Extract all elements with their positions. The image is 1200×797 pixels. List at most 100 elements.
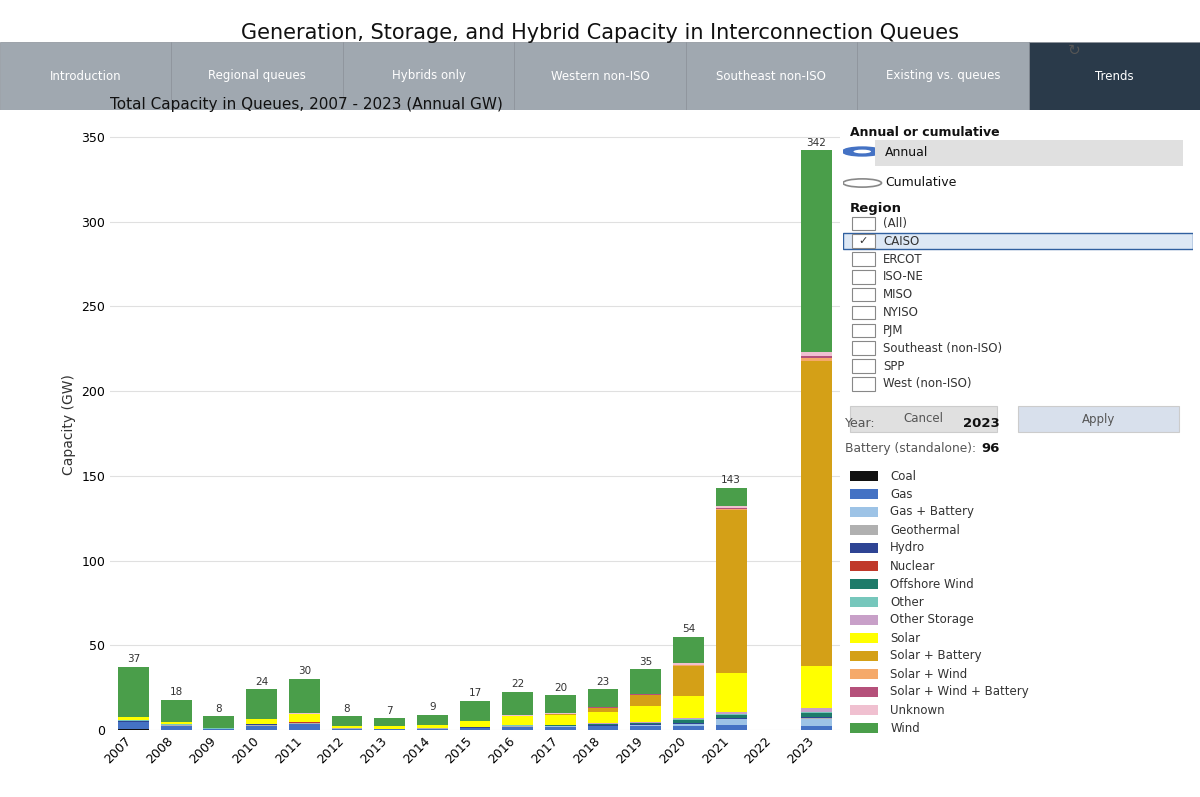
Bar <box>842 233 1193 249</box>
Text: Gas + Battery: Gas + Battery <box>890 505 974 519</box>
Bar <box>715 510 746 673</box>
Text: Solar: Solar <box>890 631 920 645</box>
Bar <box>802 665 832 709</box>
Bar <box>331 728 362 730</box>
Bar <box>715 488 746 505</box>
Bar <box>802 713 832 717</box>
Bar <box>852 217 875 230</box>
Bar <box>802 709 832 712</box>
Bar <box>875 140 1182 166</box>
Text: Southeast (non-ISO): Southeast (non-ISO) <box>883 342 1002 355</box>
Bar <box>416 728 448 730</box>
Bar <box>161 700 192 722</box>
Bar <box>850 651 878 661</box>
Text: (All): (All) <box>883 217 907 230</box>
Bar <box>246 689 277 719</box>
Bar <box>852 270 875 284</box>
Bar <box>850 669 878 679</box>
Circle shape <box>842 147 882 155</box>
Bar <box>588 689 618 707</box>
Text: 20: 20 <box>554 683 566 693</box>
Bar <box>802 725 832 730</box>
Bar <box>630 706 661 722</box>
Text: 8: 8 <box>343 704 350 714</box>
Bar <box>118 722 149 729</box>
Text: ERCOT: ERCOT <box>883 253 923 265</box>
Text: Solar + Wind: Solar + Wind <box>890 668 967 681</box>
Text: Solar + Wind + Battery: Solar + Wind + Battery <box>890 685 1030 698</box>
Bar <box>715 505 746 508</box>
Text: Battery (standalone):: Battery (standalone): <box>845 442 976 455</box>
Bar <box>204 717 234 728</box>
Bar <box>1018 406 1178 433</box>
Bar <box>673 637 704 663</box>
Bar <box>118 667 149 717</box>
Bar <box>460 720 491 727</box>
Bar <box>172 42 343 110</box>
Text: 9: 9 <box>428 702 436 713</box>
Text: 342: 342 <box>806 138 827 148</box>
Bar <box>715 508 746 510</box>
Text: Apply: Apply <box>1082 413 1115 426</box>
Bar <box>374 729 404 730</box>
Bar <box>374 727 404 728</box>
Bar <box>503 692 533 715</box>
Text: 18: 18 <box>169 687 182 697</box>
Bar <box>802 151 832 352</box>
Text: Region: Region <box>850 202 902 215</box>
Bar <box>1028 42 1200 110</box>
Bar <box>852 288 875 301</box>
Bar <box>715 712 746 714</box>
Text: 30: 30 <box>298 666 311 677</box>
Bar <box>850 507 878 517</box>
Bar <box>852 253 875 266</box>
Bar <box>715 673 746 712</box>
Bar <box>460 728 491 730</box>
Text: Other Storage: Other Storage <box>890 614 974 626</box>
Bar <box>630 723 661 724</box>
Bar <box>802 361 832 665</box>
Bar <box>850 615 878 625</box>
Bar <box>588 724 618 725</box>
Text: West (non-ISO): West (non-ISO) <box>883 378 972 391</box>
Bar <box>850 489 878 499</box>
Text: 24: 24 <box>254 677 268 686</box>
Bar <box>630 726 661 730</box>
Bar <box>0 42 172 110</box>
Text: Solar + Battery: Solar + Battery <box>890 650 982 662</box>
Bar <box>850 723 878 733</box>
Bar <box>416 725 448 728</box>
Bar <box>850 705 878 715</box>
Text: 35: 35 <box>640 657 653 667</box>
Bar <box>850 471 878 481</box>
Text: CAISO: CAISO <box>883 234 919 248</box>
Text: 54: 54 <box>682 624 695 634</box>
Bar <box>545 695 576 713</box>
Bar <box>715 720 746 724</box>
Text: Regional queues: Regional queues <box>209 69 306 83</box>
Bar <box>852 341 875 355</box>
Bar <box>673 720 704 723</box>
Text: Gas: Gas <box>890 488 913 501</box>
Bar <box>374 718 404 726</box>
Bar <box>545 715 576 724</box>
Text: 22: 22 <box>511 679 524 689</box>
Text: Generation, Storage, and Hybrid Capacity in Interconnection Queues: Generation, Storage, and Hybrid Capacity… <box>241 23 959 44</box>
Text: MISO: MISO <box>883 289 913 301</box>
Circle shape <box>853 150 871 153</box>
Bar <box>343 42 515 110</box>
Text: Trends: Trends <box>1094 69 1134 83</box>
Bar <box>673 697 704 718</box>
Bar <box>852 324 875 337</box>
Text: SPP: SPP <box>883 359 905 372</box>
Bar <box>246 719 277 724</box>
Bar <box>802 352 832 356</box>
Bar <box>802 358 832 361</box>
Bar <box>503 716 533 725</box>
Bar <box>715 718 746 719</box>
Text: Unknown: Unknown <box>890 704 944 717</box>
Bar <box>331 726 362 728</box>
Text: NYISO: NYISO <box>883 306 919 319</box>
Text: Geothermal: Geothermal <box>890 524 960 536</box>
Text: PJM: PJM <box>883 324 904 337</box>
